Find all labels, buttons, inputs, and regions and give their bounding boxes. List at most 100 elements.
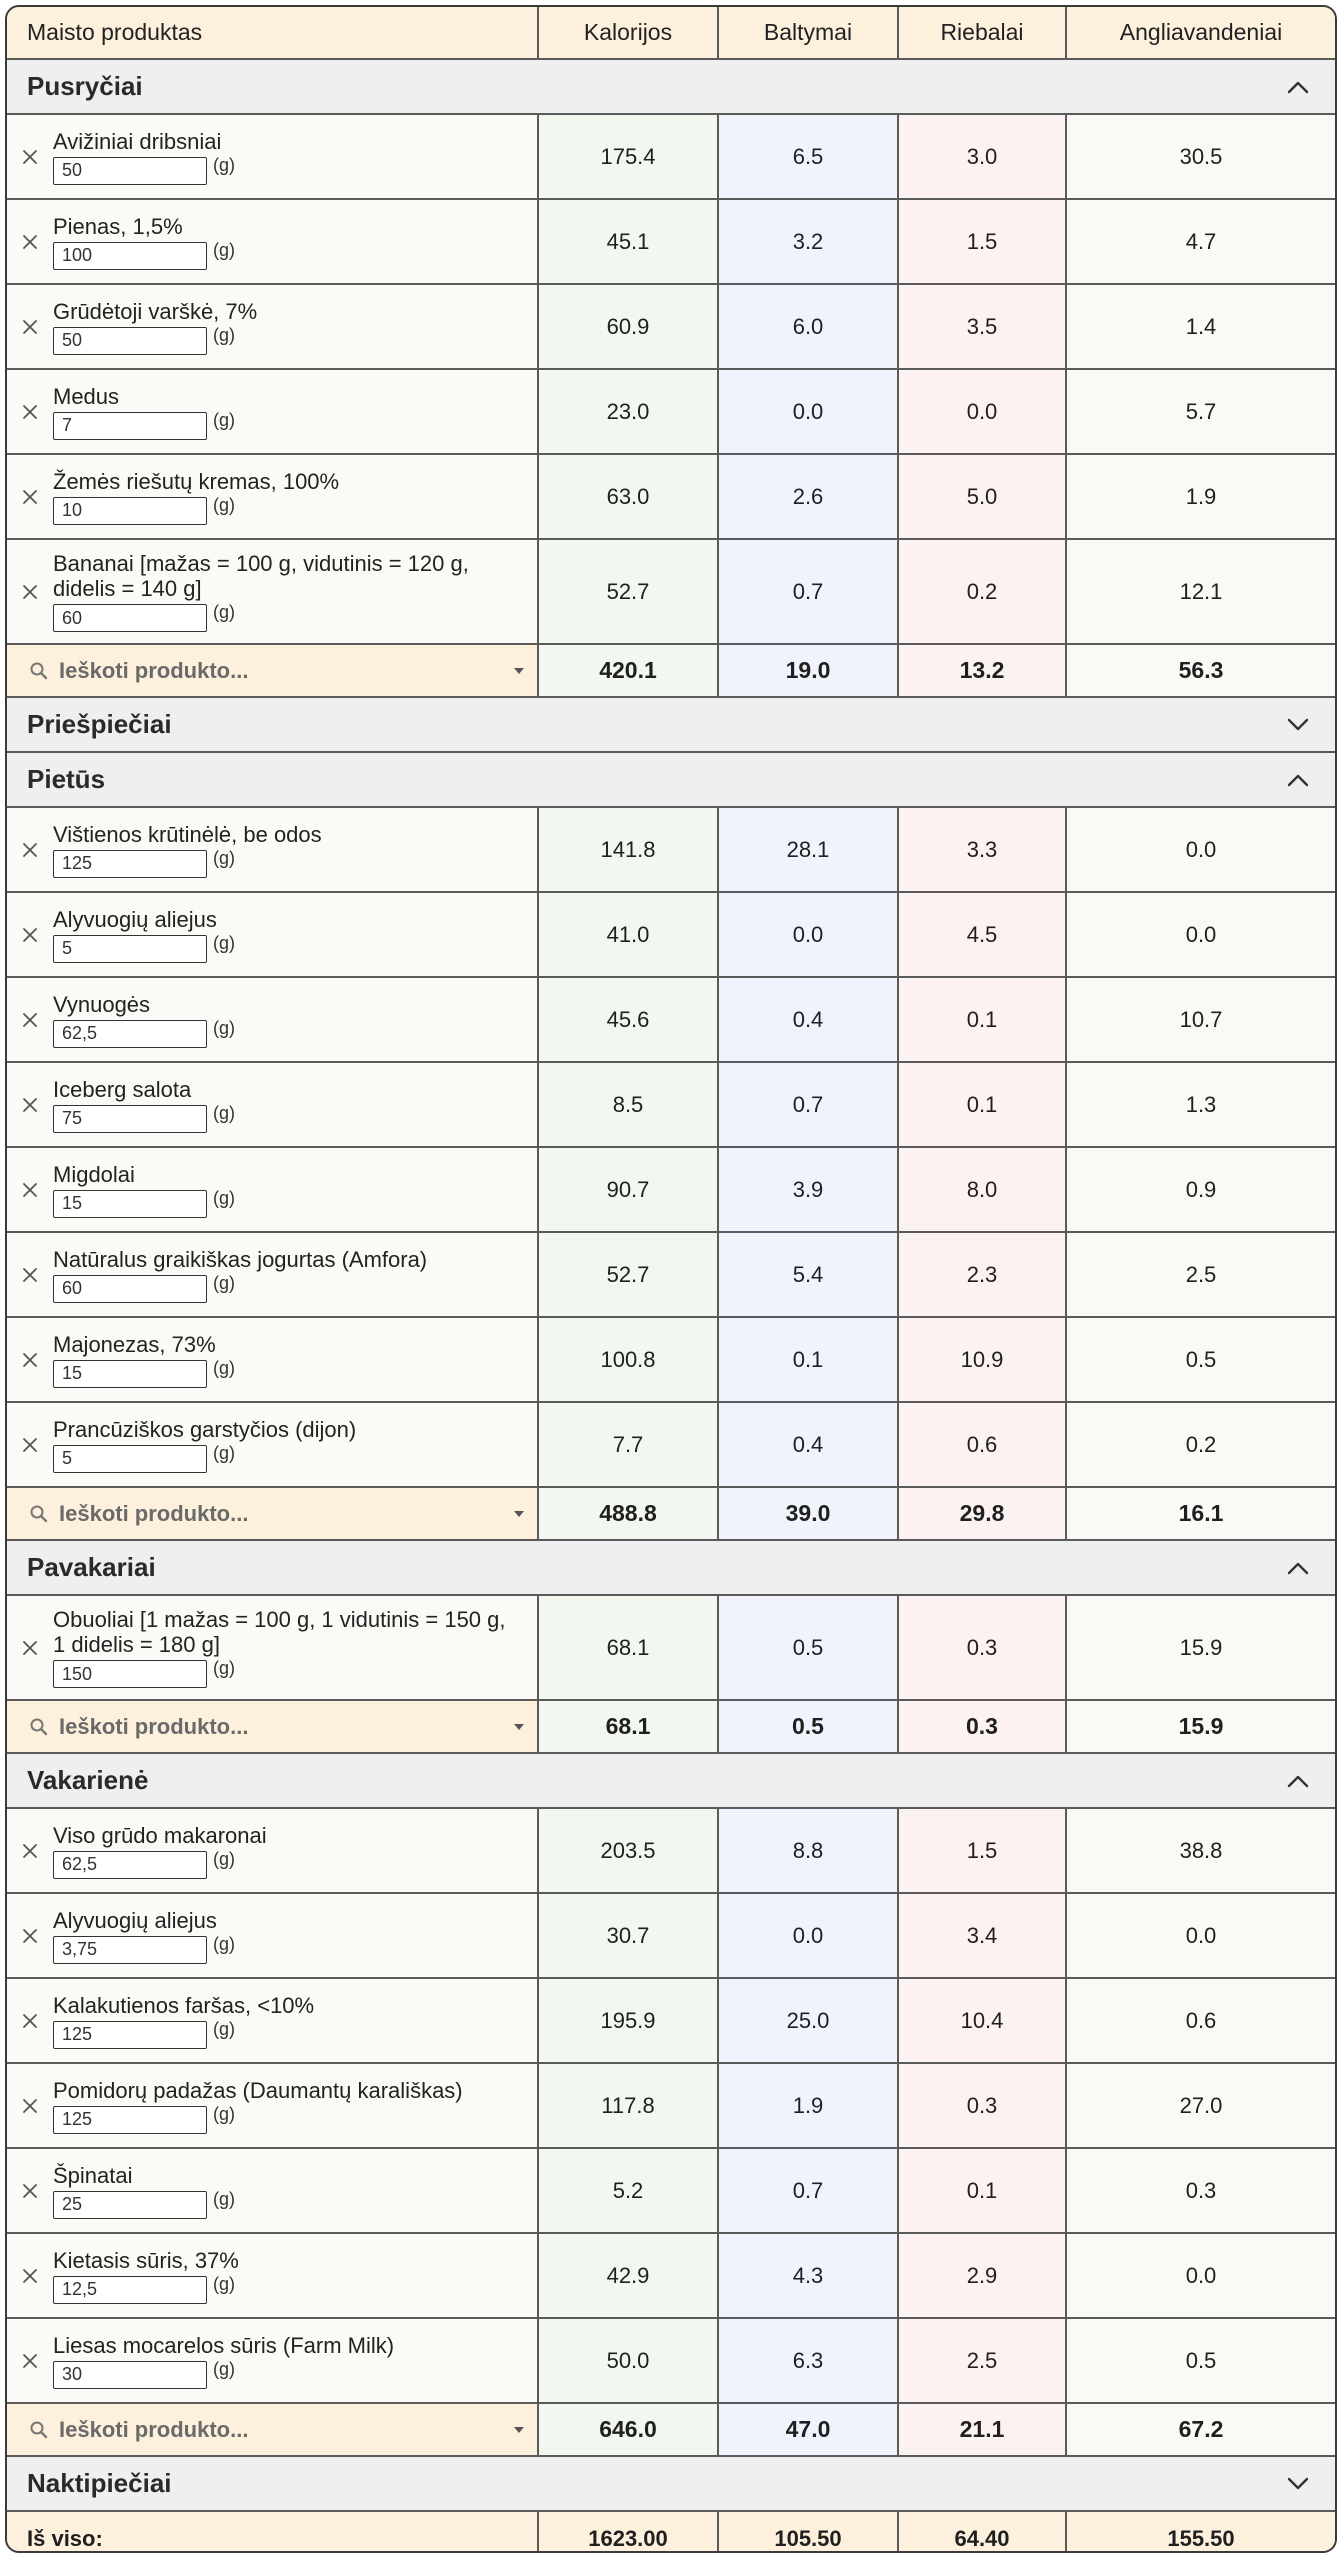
close-icon[interactable] <box>7 1148 53 1231</box>
quantity-input[interactable] <box>53 1850 207 1879</box>
quantity-line: (g) <box>53 2019 314 2049</box>
quantity-input[interactable] <box>53 2275 207 2304</box>
close-icon[interactable] <box>7 2319 53 2402</box>
quantity-input[interactable] <box>53 1935 207 1964</box>
quantity-input[interactable] <box>53 1104 207 1133</box>
quantity-input[interactable] <box>53 241 207 270</box>
quantity-input[interactable] <box>53 849 207 878</box>
unit-label: (g) <box>213 1102 235 1123</box>
meal-section-header[interactable]: Naktipiečiai <box>7 2457 1335 2512</box>
search-placeholder: Ieškoti produkto... <box>59 657 249 683</box>
quantity-input[interactable] <box>53 156 207 185</box>
quantity-input[interactable] <box>53 934 207 963</box>
food-item-name: Grūdėtoji varškė, 7% <box>53 298 258 324</box>
close-icon[interactable] <box>7 1894 53 1977</box>
quantity-input[interactable] <box>53 2020 207 2049</box>
quantity-line: (g) <box>53 495 339 525</box>
meal-section-header[interactable]: Pavakariai <box>7 1541 1335 1596</box>
meal-section-header[interactable]: Priešpiečiai <box>7 698 1335 753</box>
close-icon[interactable] <box>7 1403 53 1486</box>
close-icon[interactable] <box>7 1809 53 1892</box>
food-item-row: Natūralus graikiškas jogurtas (Amfora)(g… <box>7 1233 1335 1318</box>
carbs-value: 0.5 <box>1067 1318 1335 1401</box>
product-search-dropdown[interactable]: Ieškoti produkto... <box>7 645 539 696</box>
close-icon[interactable] <box>7 285 53 368</box>
food-item-row: Liesas mocarelos sūris (Farm Milk)(g) 50.… <box>7 2319 1335 2404</box>
food-item-name: Medus <box>53 383 120 409</box>
close-icon[interactable] <box>7 893 53 976</box>
calories-value: 23.0 <box>539 370 719 453</box>
header-calories: Kalorijos <box>539 7 719 58</box>
close-icon[interactable] <box>7 1318 53 1401</box>
chevron-up-icon[interactable] <box>1285 767 1311 793</box>
calories-value: 42.9 <box>539 2234 719 2317</box>
food-item-row: Žemės riešutų kremas, 100%(g) 63.02.65.01… <box>7 455 1335 540</box>
unit-label: (g) <box>213 2358 235 2379</box>
carbs-value: 0.0 <box>1067 2234 1335 2317</box>
food-item-row: Medus(g)23.00.00.05.7 <box>7 370 1335 455</box>
fat-value: 10.4 <box>899 1979 1067 2062</box>
search-field[interactable]: Ieškoti produkto... <box>29 658 248 684</box>
close-icon[interactable] <box>7 200 53 283</box>
quantity-input[interactable] <box>53 1359 207 1388</box>
caret-down-icon[interactable] <box>513 1723 525 1731</box>
caret-down-icon[interactable] <box>513 1510 525 1518</box>
chevron-up-icon[interactable] <box>1285 1768 1311 1794</box>
close-icon[interactable] <box>7 540 53 643</box>
product-search-dropdown[interactable]: Ieškoti produkto... <box>7 1701 539 1752</box>
caret-down-icon[interactable] <box>513 667 525 675</box>
quantity-input[interactable] <box>53 2360 207 2389</box>
chevron-down-icon[interactable] <box>1285 712 1311 738</box>
close-icon[interactable] <box>7 455 53 538</box>
close-icon[interactable] <box>7 808 53 891</box>
quantity-input[interactable] <box>53 2190 207 2219</box>
close-icon[interactable] <box>7 1596 53 1699</box>
search-field[interactable]: Ieškoti produkto... <box>29 2417 248 2443</box>
food-item-cell: Vištienos krūtinėlė, be odos(g) <box>7 808 539 891</box>
search-icon <box>29 1504 59 1524</box>
product-search-dropdown[interactable]: Ieškoti produkto... <box>7 1488 539 1539</box>
quantity-line: (g) <box>53 2189 235 2219</box>
quantity-input[interactable] <box>53 1444 207 1473</box>
quantity-input[interactable] <box>53 1660 207 1688</box>
close-icon[interactable] <box>7 1979 53 2062</box>
fat-value: 2.3 <box>899 1233 1067 1316</box>
quantity-input[interactable] <box>53 1019 207 1048</box>
food-item-cell: Alyvuogių aliejus(g) <box>7 893 539 976</box>
fat-value: 5.0 <box>899 455 1067 538</box>
food-item-row: Migdolai (g) 90.73.98.00.9 <box>7 1148 1335 1233</box>
chevron-down-icon[interactable] <box>1285 2471 1311 2497</box>
close-icon[interactable] <box>7 2149 53 2232</box>
chevron-up-icon[interactable] <box>1285 1555 1311 1581</box>
food-item-row: Vištienos krūtinėlė, be odos(g) 141.828.1… <box>7 808 1335 893</box>
close-icon[interactable] <box>7 370 53 453</box>
quantity-input[interactable] <box>53 326 207 355</box>
quantity-input[interactable] <box>53 496 207 525</box>
product-search-dropdown[interactable]: Ieškoti produkto... <box>7 2404 539 2455</box>
calories-value: 52.7 <box>539 1233 719 1316</box>
quantity-input[interactable] <box>53 1274 207 1303</box>
protein-value: 0.7 <box>719 2149 899 2232</box>
close-icon[interactable] <box>7 115 53 198</box>
search-field[interactable]: Ieškoti produkto... <box>29 1501 248 1527</box>
close-icon[interactable] <box>7 2064 53 2147</box>
chevron-up-icon[interactable] <box>1285 74 1311 100</box>
close-icon[interactable] <box>7 1063 53 1146</box>
quantity-input[interactable] <box>53 411 207 440</box>
search-field[interactable]: Ieškoti produkto... <box>29 1714 248 1740</box>
close-icon[interactable] <box>7 1233 53 1316</box>
quantity-input[interactable] <box>53 1189 207 1218</box>
caret-down-icon[interactable] <box>513 2426 525 2434</box>
meal-section-header[interactable]: Pusryčiai <box>7 60 1335 115</box>
unit-label: (g) <box>213 1187 235 1208</box>
close-icon[interactable] <box>7 2234 53 2317</box>
meal-section-header[interactable]: Pietūs <box>7 753 1335 808</box>
quantity-line: (g) <box>53 602 523 632</box>
unit-label: (g) <box>213 409 235 430</box>
food-item-row: Viso grūdo makaronai(g) 203.58.81.538.8 <box>7 1809 1335 1894</box>
food-item-cell: Vynuogės (g) <box>7 978 539 1061</box>
meal-section-header[interactable]: Vakarienė <box>7 1754 1335 1809</box>
close-icon[interactable] <box>7 978 53 1061</box>
quantity-input[interactable] <box>53 2105 207 2134</box>
quantity-input[interactable] <box>53 604 207 632</box>
